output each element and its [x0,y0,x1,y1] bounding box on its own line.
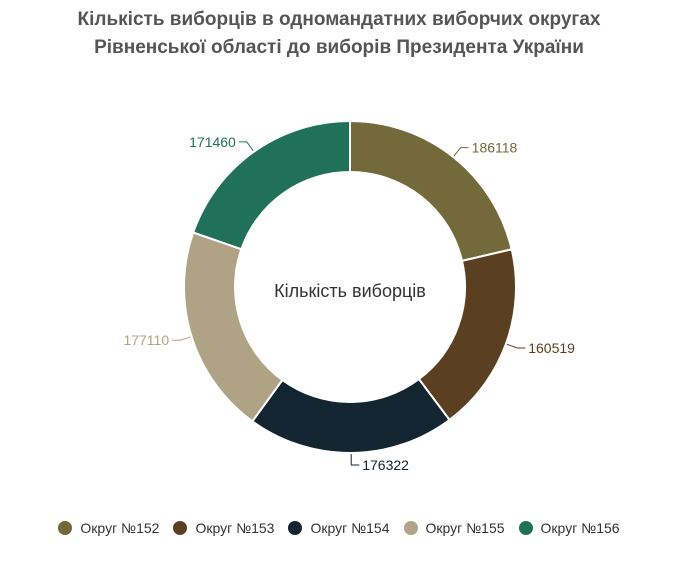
donut-slice-4[interactable] [183,231,284,423]
label-leader-1 [453,147,469,157]
legend-item-2[interactable]: Округ №153 [173,520,274,536]
label-leader-5 [238,141,254,152]
legend-label: Округ №152 [80,520,160,536]
data-labels: 186118 160519 176322 177110 171460 [123,134,575,473]
donut-slices [183,119,517,454]
legend-label: Округ №156 [540,520,620,536]
label-leader-4 [172,336,191,341]
donut-slice-2[interactable] [417,248,517,422]
chart-title-line-2: Рівненської області до виборів Президент… [94,37,584,58]
legend-marker [288,521,303,535]
data-label-1: 186118 [472,140,518,156]
label-leader-3 [350,453,360,466]
legend-label: Округ №155 [425,520,505,536]
donut-slice-5[interactable] [191,119,351,251]
label-leaders [172,141,526,466]
data-label-3: 176322 [362,457,409,473]
chart-title: Кількість виборців в одномандатних вибор… [0,6,678,62]
legend-marker [518,521,533,535]
legend-item-4[interactable]: Округ №155 [403,520,505,536]
legend-item-3[interactable]: Округ №154 [288,520,390,536]
legend-item-1[interactable]: Округ №152 [58,520,159,536]
legend-marker [403,521,418,535]
legend-item-5[interactable]: Округ №156 [518,520,620,536]
data-label-4: 177110 [123,332,169,348]
legend: Округ №152 Округ №153 Округ №154 Округ №155… [0,520,678,536]
legend-label: Округ №153 [195,520,275,536]
chart-title-line-1: Кількість виборців в одномандатних вибор… [77,9,601,30]
legend-label: Округ №154 [310,520,390,536]
label-leader-2 [506,343,526,349]
donut-center-label: Кількість виборців [274,281,426,301]
legend-marker [58,521,73,535]
legend-marker [173,521,188,535]
data-label-5: 171460 [189,134,236,150]
donut-slice-3[interactable] [250,377,451,454]
data-label-2: 160519 [528,340,575,356]
